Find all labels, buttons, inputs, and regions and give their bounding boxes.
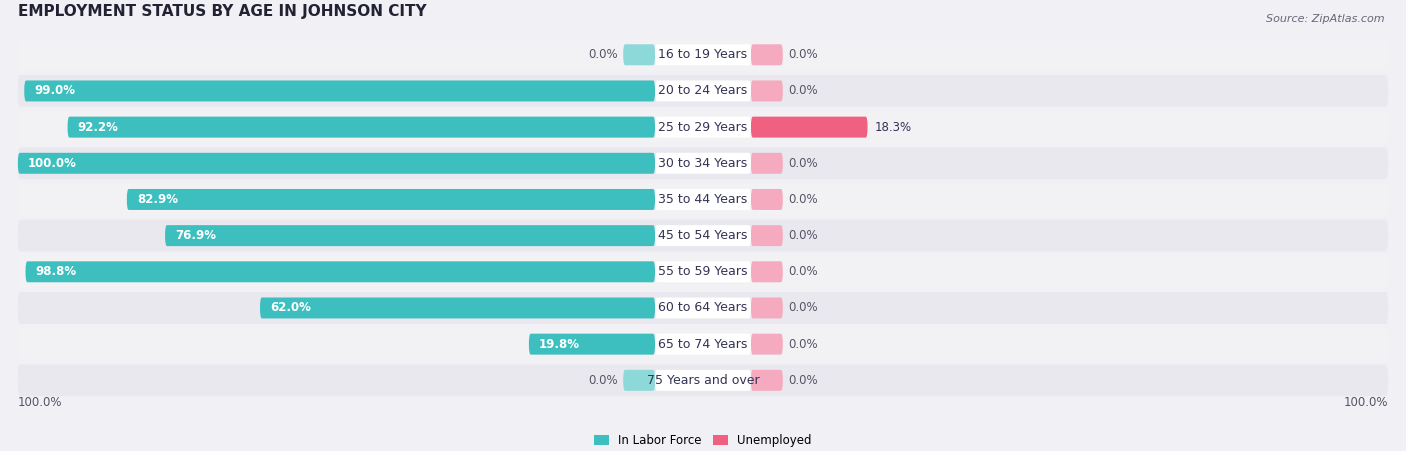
FancyBboxPatch shape — [18, 111, 1388, 143]
FancyBboxPatch shape — [751, 261, 783, 282]
Text: 0.0%: 0.0% — [789, 265, 818, 278]
FancyBboxPatch shape — [655, 370, 751, 391]
Text: 16 to 19 Years: 16 to 19 Years — [658, 48, 748, 61]
FancyBboxPatch shape — [655, 117, 751, 138]
FancyBboxPatch shape — [655, 189, 751, 210]
Text: 0.0%: 0.0% — [588, 374, 617, 387]
Legend: In Labor Force, Unemployed: In Labor Force, Unemployed — [589, 429, 817, 451]
FancyBboxPatch shape — [18, 328, 1388, 360]
Text: 0.0%: 0.0% — [789, 157, 818, 170]
Text: 0.0%: 0.0% — [789, 48, 818, 61]
Text: 65 to 74 Years: 65 to 74 Years — [658, 338, 748, 350]
FancyBboxPatch shape — [18, 292, 1388, 324]
FancyBboxPatch shape — [18, 39, 1388, 71]
FancyBboxPatch shape — [18, 75, 1388, 107]
Text: 0.0%: 0.0% — [588, 48, 617, 61]
FancyBboxPatch shape — [655, 261, 751, 282]
FancyBboxPatch shape — [751, 153, 783, 174]
Text: 0.0%: 0.0% — [789, 84, 818, 97]
Text: 30 to 34 Years: 30 to 34 Years — [658, 157, 748, 170]
Text: 0.0%: 0.0% — [789, 301, 818, 314]
FancyBboxPatch shape — [18, 220, 1388, 252]
Text: 75 Years and over: 75 Years and over — [647, 374, 759, 387]
Text: 18.3%: 18.3% — [875, 120, 911, 133]
Text: 55 to 59 Years: 55 to 59 Years — [658, 265, 748, 278]
Text: 100.0%: 100.0% — [18, 396, 62, 409]
Text: 20 to 24 Years: 20 to 24 Years — [658, 84, 748, 97]
Text: 100.0%: 100.0% — [28, 157, 77, 170]
FancyBboxPatch shape — [751, 334, 783, 354]
FancyBboxPatch shape — [18, 147, 1388, 179]
FancyBboxPatch shape — [18, 364, 1388, 396]
Text: EMPLOYMENT STATUS BY AGE IN JOHNSON CITY: EMPLOYMENT STATUS BY AGE IN JOHNSON CITY — [18, 4, 426, 18]
Text: 76.9%: 76.9% — [176, 229, 217, 242]
FancyBboxPatch shape — [751, 44, 783, 65]
FancyBboxPatch shape — [655, 80, 751, 101]
Text: 98.8%: 98.8% — [35, 265, 77, 278]
Text: 92.2%: 92.2% — [77, 120, 118, 133]
FancyBboxPatch shape — [751, 225, 783, 246]
FancyBboxPatch shape — [751, 298, 783, 318]
FancyBboxPatch shape — [655, 225, 751, 246]
Text: 0.0%: 0.0% — [789, 229, 818, 242]
FancyBboxPatch shape — [18, 153, 655, 174]
Text: Source: ZipAtlas.com: Source: ZipAtlas.com — [1267, 14, 1385, 23]
FancyBboxPatch shape — [751, 117, 868, 138]
Text: 35 to 44 Years: 35 to 44 Years — [658, 193, 748, 206]
Text: 62.0%: 62.0% — [270, 301, 311, 314]
FancyBboxPatch shape — [165, 225, 655, 246]
FancyBboxPatch shape — [67, 117, 655, 138]
Text: 25 to 29 Years: 25 to 29 Years — [658, 120, 748, 133]
FancyBboxPatch shape — [260, 298, 655, 318]
FancyBboxPatch shape — [751, 80, 783, 101]
Text: 60 to 64 Years: 60 to 64 Years — [658, 301, 748, 314]
FancyBboxPatch shape — [751, 189, 783, 210]
FancyBboxPatch shape — [655, 298, 751, 318]
Text: 0.0%: 0.0% — [789, 374, 818, 387]
Text: 82.9%: 82.9% — [138, 193, 179, 206]
FancyBboxPatch shape — [127, 189, 655, 210]
FancyBboxPatch shape — [751, 370, 783, 391]
FancyBboxPatch shape — [25, 261, 655, 282]
FancyBboxPatch shape — [623, 370, 655, 391]
Text: 0.0%: 0.0% — [789, 193, 818, 206]
Text: 100.0%: 100.0% — [1344, 396, 1388, 409]
FancyBboxPatch shape — [24, 80, 655, 101]
Text: 0.0%: 0.0% — [789, 338, 818, 350]
FancyBboxPatch shape — [18, 184, 1388, 216]
Text: 19.8%: 19.8% — [538, 338, 581, 350]
FancyBboxPatch shape — [18, 256, 1388, 288]
FancyBboxPatch shape — [529, 334, 655, 354]
FancyBboxPatch shape — [655, 44, 751, 65]
Text: 45 to 54 Years: 45 to 54 Years — [658, 229, 748, 242]
FancyBboxPatch shape — [655, 334, 751, 354]
FancyBboxPatch shape — [623, 44, 655, 65]
FancyBboxPatch shape — [655, 153, 751, 174]
Text: 99.0%: 99.0% — [35, 84, 76, 97]
